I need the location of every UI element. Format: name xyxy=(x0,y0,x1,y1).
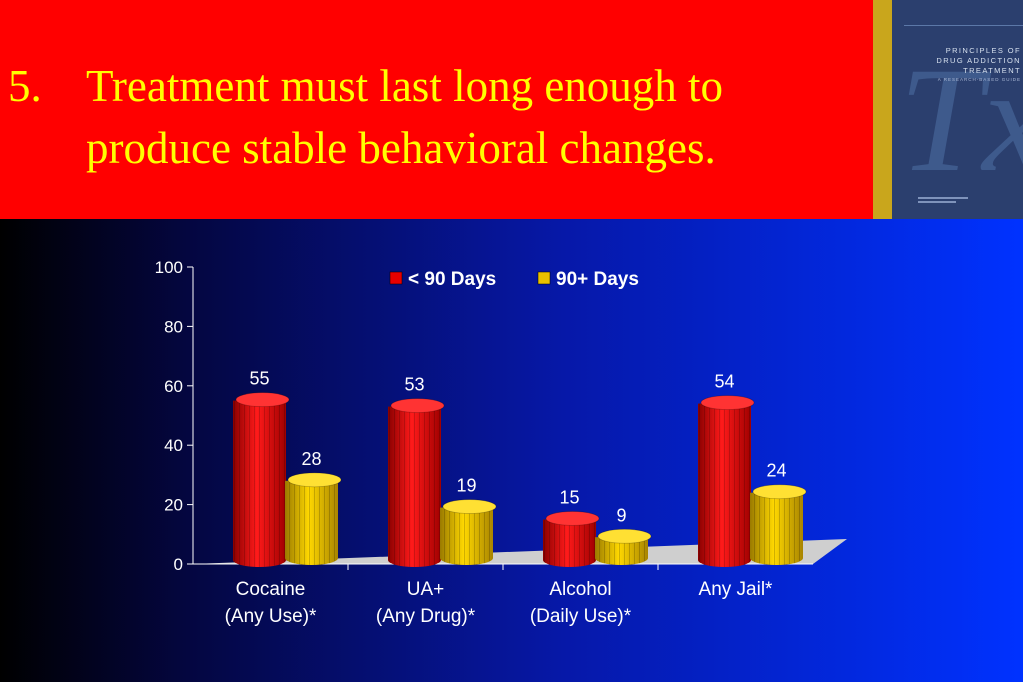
x-category-label: Any Jail* xyxy=(699,579,774,600)
bar-90plus xyxy=(285,472,342,565)
x-category-label: (Any Use)* xyxy=(225,606,317,627)
chart-floor xyxy=(193,539,847,564)
x-category-label: UA+ xyxy=(407,579,445,600)
x-category-label: Cocaine xyxy=(236,579,306,600)
heading-line-1: Treatment must last long enough to xyxy=(86,61,724,111)
bar-90plus xyxy=(440,499,497,565)
y-tick-label: 100 xyxy=(155,258,183,277)
x-category-label: (Any Drug)* xyxy=(376,606,476,627)
bar-lt90 xyxy=(388,398,445,567)
data-label: 53 xyxy=(404,375,424,395)
data-label: 9 xyxy=(616,505,626,525)
y-axis-ticks: 0 20 40 60 80 100 xyxy=(155,258,193,574)
cover-title: PRINCIPLES OF DRUG ADDICTION TREATMENT xyxy=(936,46,1021,75)
legend-label: < 90 Days xyxy=(408,269,496,290)
bar-90plus xyxy=(595,528,652,565)
legend-swatch xyxy=(537,271,551,285)
data-label: 24 xyxy=(766,461,786,481)
cover-monogram: Tx xyxy=(899,37,1023,203)
slide-heading: 5. Treatment must last long enough to pr… xyxy=(8,55,868,179)
y-tick-label: 0 xyxy=(174,555,183,574)
bar-chart: 0 20 40 60 80 100 Cocaine (Any Use)* UA+ (Any Dr… xyxy=(155,258,847,627)
x-category-label: (Daily Use)* xyxy=(530,606,632,627)
cover-subtitle: A RESEARCH-BASED GUIDE xyxy=(937,77,1021,82)
bar-lt90 xyxy=(698,395,755,567)
y-tick-label: 20 xyxy=(164,496,183,515)
legend-label: 90+ Days xyxy=(556,269,639,290)
bar-90plus xyxy=(750,484,807,565)
svg-text:Tx: Tx xyxy=(899,37,1023,203)
bar-lt90 xyxy=(543,511,600,567)
bar-series: 55 53 15 54 28 19 9 24 xyxy=(233,369,807,567)
cover-footer xyxy=(918,197,1018,203)
legend-swatch xyxy=(389,271,403,285)
slide-header: 5. Treatment must last long enough to pr… xyxy=(0,0,873,219)
data-label: 19 xyxy=(456,476,476,496)
data-label: 28 xyxy=(301,449,321,469)
bar-lt90 xyxy=(233,392,290,567)
data-label: 15 xyxy=(559,487,579,507)
cover-spine-strip xyxy=(873,0,892,219)
x-axis-categories: Cocaine (Any Use)* UA+ (Any Drug)* Alcohol (D… xyxy=(225,564,773,627)
heading-number: 5. xyxy=(8,61,42,111)
y-tick-label: 60 xyxy=(164,377,183,396)
chart-legend: < 90 Days 90+ Days xyxy=(389,269,639,290)
slide-background xyxy=(0,219,1023,682)
heading-line-2: produce stable behavioral changes. xyxy=(86,123,716,173)
cover-rule xyxy=(904,25,1023,26)
x-category-label: Alcohol xyxy=(549,579,611,600)
y-tick-label: 40 xyxy=(164,436,183,455)
data-label: 54 xyxy=(714,372,734,392)
data-label: 55 xyxy=(249,369,269,389)
y-tick-label: 80 xyxy=(164,317,183,336)
book-cover-image: Tx PRINCIPLES OF DRUG ADDICTION TREATMEN… xyxy=(873,0,1023,219)
